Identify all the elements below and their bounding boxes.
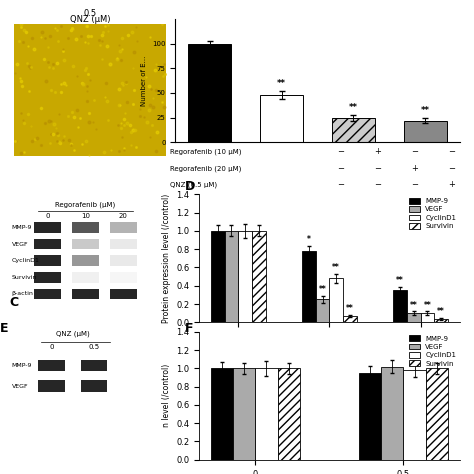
Bar [332, 118, 375, 142]
Bar [72, 222, 99, 233]
Bar [343, 316, 357, 322]
Text: 0.5: 0.5 [83, 9, 97, 18]
Text: Survivin: Survivin [12, 275, 37, 280]
Bar [420, 313, 434, 322]
Bar [381, 366, 403, 460]
Bar [110, 239, 137, 249]
Bar [359, 373, 381, 460]
Bar [72, 255, 99, 266]
Bar [255, 368, 278, 460]
Bar [72, 289, 99, 299]
Bar [211, 231, 225, 322]
Bar [34, 289, 61, 299]
Text: *: * [307, 235, 311, 244]
Text: 0.5: 0.5 [88, 344, 100, 350]
Text: **: ** [277, 79, 286, 88]
Bar [403, 370, 426, 460]
Text: −: − [448, 164, 455, 173]
Text: 0: 0 [49, 344, 54, 350]
Bar [81, 359, 107, 371]
Legend: MMP-9, VEGF, CyclinD1, Survivin: MMP-9, VEGF, CyclinD1, Survivin [410, 335, 456, 366]
Y-axis label: n level (/control): n level (/control) [162, 364, 171, 428]
Text: C: C [9, 296, 18, 309]
Text: E: E [0, 322, 9, 335]
Text: F: F [185, 322, 193, 335]
Text: **: ** [349, 103, 358, 112]
Bar [252, 231, 265, 322]
Text: **: ** [424, 301, 431, 310]
Text: β-actin: β-actin [12, 292, 34, 296]
Text: +: + [448, 181, 455, 189]
Text: **: ** [396, 276, 404, 285]
Text: −: − [337, 147, 344, 156]
Text: +: + [411, 164, 418, 173]
Text: **: ** [332, 263, 340, 272]
Text: 10: 10 [81, 213, 90, 219]
Text: −: − [337, 164, 344, 173]
Text: VEGF: VEGF [11, 383, 28, 389]
X-axis label: Regorafenib (μM): Regorafenib (μM) [287, 346, 372, 356]
Bar [72, 239, 99, 249]
Text: **: ** [319, 285, 327, 294]
Y-axis label: Protein expression level (/control): Protein expression level (/control) [162, 194, 171, 323]
Bar [72, 272, 99, 283]
Text: 20: 20 [119, 213, 128, 219]
Text: **: ** [421, 106, 430, 115]
Text: VEGF: VEGF [12, 242, 28, 246]
Text: QNZ (0.5 μM): QNZ (0.5 μM) [170, 182, 217, 188]
Bar [81, 380, 107, 392]
Text: −: − [374, 164, 381, 173]
Text: −: − [411, 147, 418, 156]
Bar [238, 231, 252, 322]
Bar [211, 368, 233, 460]
Bar [278, 368, 300, 460]
Text: D: D [185, 180, 195, 192]
Text: −: − [374, 181, 381, 189]
Bar [34, 222, 61, 233]
Bar [434, 319, 448, 322]
Bar [260, 95, 303, 142]
Title: QNZ (μM): QNZ (μM) [70, 15, 110, 24]
Bar [329, 278, 343, 322]
Text: −: − [411, 181, 418, 189]
Text: **: ** [346, 304, 354, 313]
Bar [407, 313, 420, 322]
Bar [110, 272, 137, 283]
Bar [110, 222, 137, 233]
Text: Regorafenib (10 μM): Regorafenib (10 μM) [170, 148, 241, 155]
Bar [38, 380, 64, 392]
Bar [225, 231, 238, 322]
Text: Regorafenib (20 μM): Regorafenib (20 μM) [170, 165, 241, 172]
Bar [404, 120, 447, 142]
Bar [34, 272, 61, 283]
Text: **: ** [410, 301, 418, 310]
Bar [110, 255, 137, 266]
Bar [34, 255, 61, 266]
Text: MMP-9: MMP-9 [11, 363, 32, 368]
Text: −: − [448, 147, 455, 156]
Bar [316, 300, 329, 322]
Text: 0: 0 [45, 213, 50, 219]
Text: MMP-9: MMP-9 [12, 225, 32, 230]
Bar [393, 290, 407, 322]
Bar [110, 289, 137, 299]
Text: Regorafenib (μM): Regorafenib (μM) [55, 201, 116, 208]
Bar [233, 368, 255, 460]
Text: +: + [374, 147, 381, 156]
Bar [38, 359, 64, 371]
Bar [302, 251, 316, 322]
Text: CyclinD1: CyclinD1 [12, 258, 40, 263]
Y-axis label: Number of E...: Number of E... [141, 55, 146, 106]
Bar [188, 44, 231, 142]
Text: −: − [337, 181, 344, 189]
Text: QNZ (μM): QNZ (μM) [56, 331, 90, 337]
Bar [34, 239, 61, 249]
Bar [426, 368, 448, 460]
Legend: MMP-9, VEGF, CyclinD1, Survivin: MMP-9, VEGF, CyclinD1, Survivin [410, 198, 456, 229]
Text: **: ** [437, 307, 445, 316]
